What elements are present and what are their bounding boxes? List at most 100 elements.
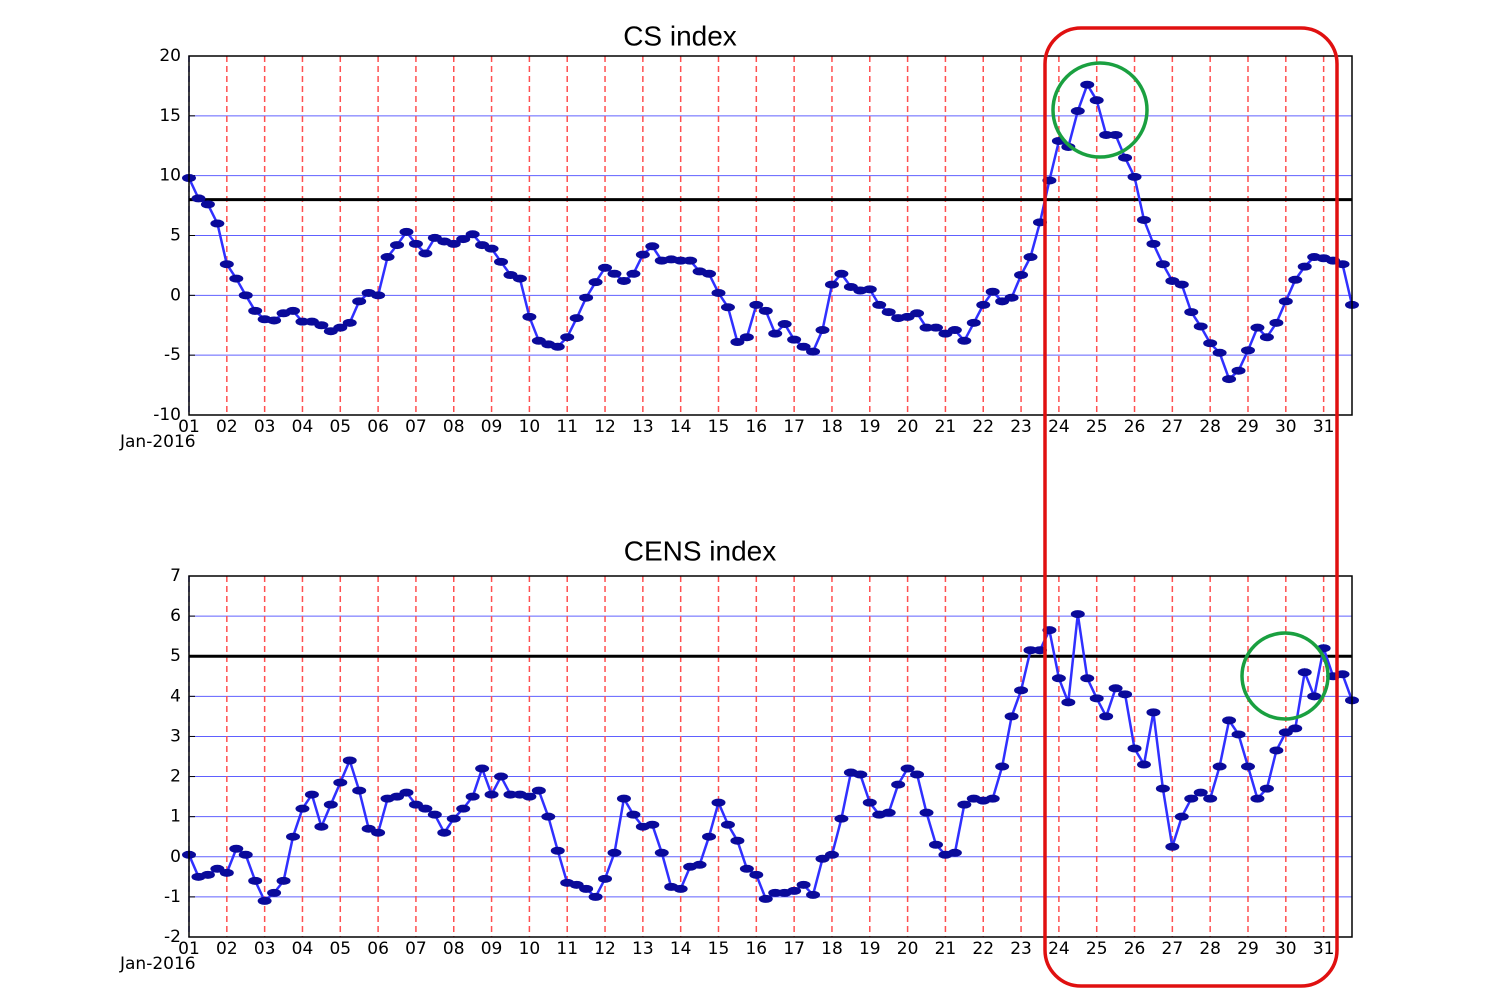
data-point [588, 892, 603, 901]
data-point [1335, 260, 1350, 269]
x-tick-label: 23 [1010, 939, 1032, 959]
data-point [891, 780, 906, 789]
data-point [1250, 794, 1265, 803]
data-point [427, 810, 442, 819]
data-point [607, 848, 622, 857]
data-point [1014, 686, 1029, 695]
data-point [1335, 670, 1350, 679]
data-point [352, 786, 367, 795]
data-point [957, 336, 972, 345]
data-point [1259, 333, 1274, 342]
data-point [702, 832, 717, 841]
highlight-box [1043, 26, 1339, 988]
highlight-circle [1051, 61, 1149, 159]
x-tick-label: 02 [216, 939, 238, 959]
data-point [295, 804, 310, 813]
x-tick-label: 20 [897, 417, 919, 437]
data-point [219, 260, 234, 269]
data-point [806, 347, 821, 356]
data-point [371, 828, 386, 837]
data-point [730, 338, 745, 347]
data-point [739, 864, 754, 873]
data-point [1174, 280, 1189, 289]
data-point [607, 269, 622, 278]
x-tick-label: 04 [292, 939, 314, 959]
y-tick-label: 5 [170, 646, 181, 666]
data-point [947, 326, 962, 335]
data-point [569, 314, 584, 323]
data-point [626, 810, 641, 819]
data-point [484, 790, 499, 799]
data-point [238, 291, 253, 300]
data-point [446, 239, 461, 248]
data-point [1193, 788, 1208, 797]
data-point [286, 306, 301, 315]
x-tick-label: 19 [859, 939, 881, 959]
data-point [919, 808, 934, 817]
y-tick-label: 6 [170, 606, 181, 626]
data-point [1212, 348, 1227, 357]
data-point [333, 323, 348, 332]
data-point [976, 300, 991, 309]
data-point [853, 770, 868, 779]
x-tick-label: 24 [1048, 417, 1070, 437]
data-point [418, 249, 433, 258]
data-point [550, 342, 565, 351]
data-point [626, 269, 641, 278]
x-tick-label: 30 [1275, 939, 1297, 959]
x-tick-label: 15 [708, 939, 730, 959]
data-point [1127, 744, 1142, 753]
data-point [248, 876, 263, 885]
data-point [456, 804, 471, 813]
x-tick-label: 31 [1313, 939, 1335, 959]
data-point [512, 274, 527, 283]
x-tick-label: 25 [1086, 417, 1108, 437]
data-point [872, 300, 887, 309]
data-point [720, 303, 735, 312]
data-point [550, 846, 565, 855]
x-tick-label: 22 [972, 417, 994, 437]
data-point [418, 804, 433, 813]
data-point [635, 250, 650, 259]
x-tick-label: 06 [367, 417, 389, 437]
data-point [692, 860, 707, 869]
data-point [200, 870, 215, 879]
y-tick-label: 1 [170, 807, 181, 827]
x-tick-label: 16 [745, 939, 767, 959]
x-tick-label: 25 [1086, 939, 1108, 959]
data-point [484, 244, 499, 253]
data-point [1222, 375, 1237, 384]
data-point [1231, 366, 1246, 375]
data-point [560, 333, 575, 342]
series-line [187, 613, 1354, 903]
x-tick-label: 22 [972, 939, 994, 959]
x-date-label: Jan-2016 [119, 954, 196, 974]
chart-title: CENS index [624, 535, 777, 566]
data-point [1080, 674, 1095, 683]
highlight-circle [1240, 631, 1330, 721]
data-point [588, 278, 603, 287]
data-point [910, 770, 925, 779]
x-tick-label: 27 [1162, 417, 1184, 437]
data-point [522, 792, 537, 801]
x-tick-label: 03 [254, 939, 276, 959]
data-point [390, 241, 405, 250]
data-point [1288, 724, 1303, 733]
data-point [286, 832, 301, 841]
data-point [702, 269, 717, 278]
data-point [323, 800, 338, 809]
x-tick-label: 21 [935, 939, 957, 959]
data-point [1023, 253, 1038, 262]
data-point [862, 285, 877, 294]
data-point [229, 274, 244, 283]
data-point [1070, 610, 1085, 619]
data-point [1004, 293, 1019, 302]
x-date-label: Jan-2016 [119, 432, 196, 452]
data-point [598, 874, 613, 883]
data-point [304, 790, 319, 799]
data-point [248, 306, 263, 315]
x-tick-label: 15 [708, 417, 730, 437]
data-point [1222, 716, 1237, 725]
